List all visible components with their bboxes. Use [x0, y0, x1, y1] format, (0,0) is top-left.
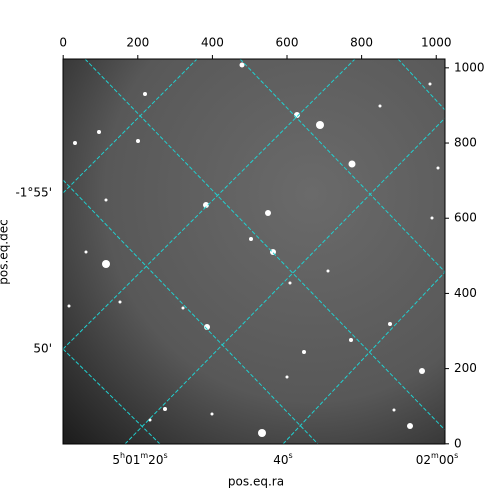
ra-tick-label: 02m00s — [416, 451, 459, 467]
coordinate-grid — [63, 59, 445, 444]
y-tick-label: 0 — [454, 436, 462, 450]
stars — [67, 62, 440, 437]
y-axis-label: pos.eq.dec — [0, 219, 11, 284]
dec-tick-label: 50' — [33, 342, 52, 356]
x-tick-label: 0 — [59, 36, 67, 50]
x-tick-label: 400 — [201, 36, 224, 50]
grid-line — [63, 59, 198, 194]
grid-line — [63, 59, 356, 350]
y-tick-label: 400 — [454, 286, 477, 300]
x-tick-label: 200 — [126, 36, 149, 50]
y-tick-label: 200 — [454, 361, 477, 375]
ra-tick-label: 5h01m20s — [112, 451, 167, 467]
y-tick-label: 1000 — [454, 60, 485, 74]
sky-image — [63, 59, 445, 444]
ra-tick-label: 40s — [273, 451, 292, 467]
grid-line — [239, 59, 445, 273]
y-tick-label: 800 — [454, 136, 477, 150]
grid-line — [63, 179, 319, 444]
y-tick-label: 600 — [454, 211, 477, 225]
grid-line — [282, 271, 445, 444]
grid-line — [84, 59, 445, 431]
x-axis-label: pos.eq.ra — [228, 475, 284, 489]
grid-line — [397, 59, 445, 111]
dec-tick-label: -1°55' — [15, 186, 52, 200]
x-tick-label: 1000 — [421, 36, 452, 50]
grid-line — [124, 117, 445, 444]
grid-line — [63, 348, 161, 444]
x-tick-label: 600 — [276, 36, 299, 50]
plot-frame — [62, 58, 446, 445]
x-tick-label: 800 — [350, 36, 373, 50]
